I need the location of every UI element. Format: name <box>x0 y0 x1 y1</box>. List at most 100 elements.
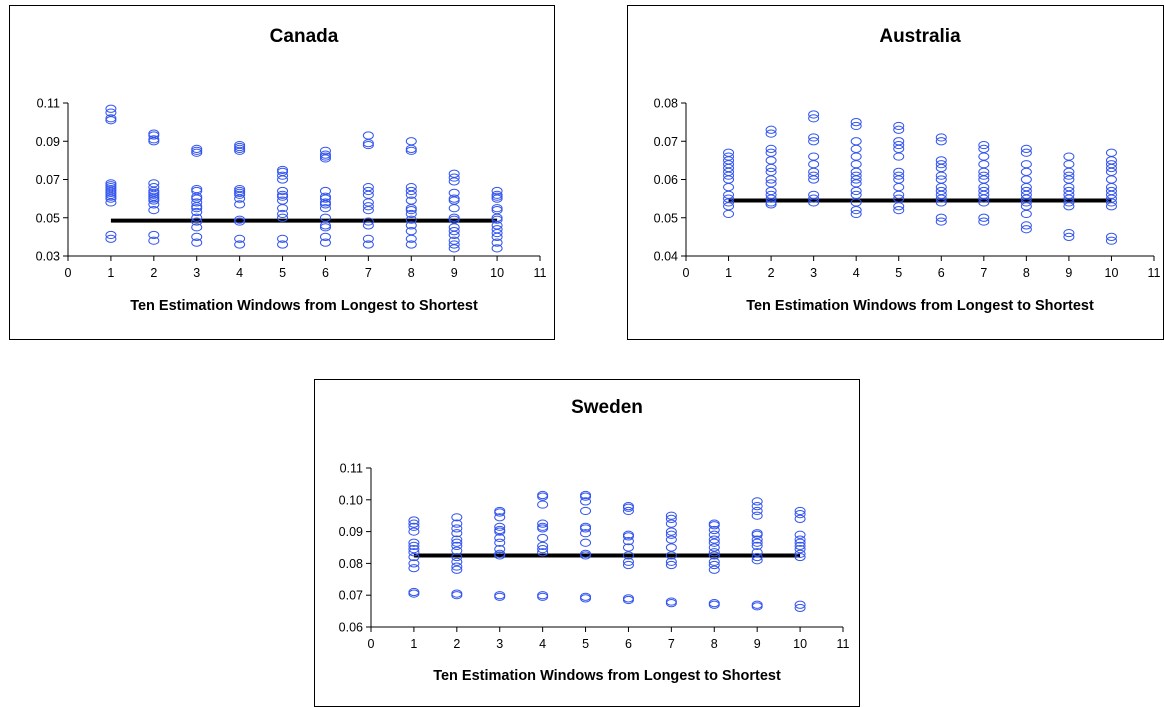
data-point <box>1105 232 1117 241</box>
data-point <box>1105 175 1117 184</box>
data-point <box>808 133 820 142</box>
data-point <box>537 592 549 601</box>
data-point <box>491 204 503 213</box>
data-point <box>148 196 160 205</box>
data-point <box>362 131 374 140</box>
data-point <box>665 599 677 608</box>
data-point <box>191 144 203 153</box>
data-point <box>448 244 460 253</box>
x-tick-label: 5 <box>279 266 286 280</box>
x-tick-label: 0 <box>65 266 72 280</box>
data-point <box>708 560 720 570</box>
data-point <box>105 234 117 243</box>
x-axis-title: Ten Estimation Windows from Longest to S… <box>746 298 1094 314</box>
data-point <box>1020 167 1032 176</box>
data-point <box>191 217 203 226</box>
data-point <box>751 511 763 520</box>
data-point <box>408 559 420 568</box>
data-point <box>448 194 460 203</box>
data-point <box>580 594 592 603</box>
data-point <box>405 206 417 215</box>
data-point <box>148 135 160 144</box>
data-point <box>1105 163 1117 173</box>
data-point <box>708 525 720 535</box>
data-point <box>850 144 862 153</box>
x-tick-label: 10 <box>1105 266 1119 280</box>
data-point <box>451 541 463 551</box>
data-point <box>494 591 506 600</box>
data-point <box>808 175 820 184</box>
data-point <box>765 125 777 134</box>
data-point <box>191 213 203 222</box>
data-point <box>723 171 735 180</box>
data-point <box>808 114 820 123</box>
data-point <box>319 223 331 232</box>
data-point <box>622 543 634 552</box>
data-point <box>362 206 374 215</box>
data-point <box>491 192 503 201</box>
data-point <box>580 592 592 601</box>
data-point <box>105 188 117 197</box>
y-tick-label: 0.07 <box>654 135 678 149</box>
data-point <box>234 234 246 243</box>
data-point <box>665 597 677 606</box>
data-point <box>408 516 420 525</box>
data-point <box>408 519 420 528</box>
data-point <box>451 513 463 522</box>
data-point <box>850 175 862 184</box>
data-point <box>319 204 331 213</box>
data-point <box>277 165 289 175</box>
data-point <box>1063 228 1075 238</box>
data-point <box>978 213 990 222</box>
y-tick-label: 0.06 <box>654 173 678 187</box>
data-point <box>448 230 460 240</box>
data-point <box>491 244 503 253</box>
data-point <box>794 514 806 523</box>
data-point <box>234 146 246 155</box>
x-tick-label: 0 <box>683 266 690 280</box>
x-tick-label: 6 <box>938 266 945 280</box>
data-point <box>191 198 203 207</box>
data-point <box>319 238 331 247</box>
data-point <box>580 538 592 547</box>
chart-title: Canada <box>270 26 339 47</box>
data-point <box>1020 148 1032 157</box>
data-point <box>1063 160 1075 169</box>
y-tick-label: 0.05 <box>654 211 678 225</box>
data-point <box>408 522 420 531</box>
y-tick-label: 0.07 <box>36 173 60 187</box>
data-point <box>494 513 506 522</box>
data-point <box>105 192 117 201</box>
data-point <box>537 492 549 501</box>
data-point <box>405 204 417 213</box>
data-point <box>451 562 463 571</box>
data-point <box>794 600 806 609</box>
data-point <box>491 228 503 238</box>
data-point <box>794 544 806 554</box>
chart-panel-canada: Canada 0.03 0.05 0.07 0.09 0.11 0 1 2 3 4 5 6 7 8 9 10 11… <box>9 5 555 340</box>
data-point <box>191 223 203 232</box>
data-point <box>665 511 677 520</box>
data-point <box>277 171 289 180</box>
data-point <box>362 202 374 211</box>
data-point <box>665 557 677 566</box>
data-point <box>451 552 463 562</box>
data-point <box>234 194 246 203</box>
x-axis-title: Ten Estimation Windows from Longest to S… <box>130 298 478 314</box>
data-point <box>751 541 763 551</box>
data-point <box>405 186 417 196</box>
x-tick-label: 1 <box>725 266 732 280</box>
data-point <box>751 602 763 611</box>
data-point <box>808 171 820 180</box>
data-point <box>408 587 420 597</box>
data-point <box>794 541 806 551</box>
data-point <box>850 121 862 131</box>
data-point <box>277 204 289 213</box>
data-point <box>751 530 763 539</box>
data-point <box>408 544 420 554</box>
data-point <box>319 152 331 161</box>
y-tick-label: 0.11 <box>37 97 60 111</box>
data-point <box>234 184 246 194</box>
data-point <box>580 529 592 538</box>
data-point <box>850 152 862 161</box>
